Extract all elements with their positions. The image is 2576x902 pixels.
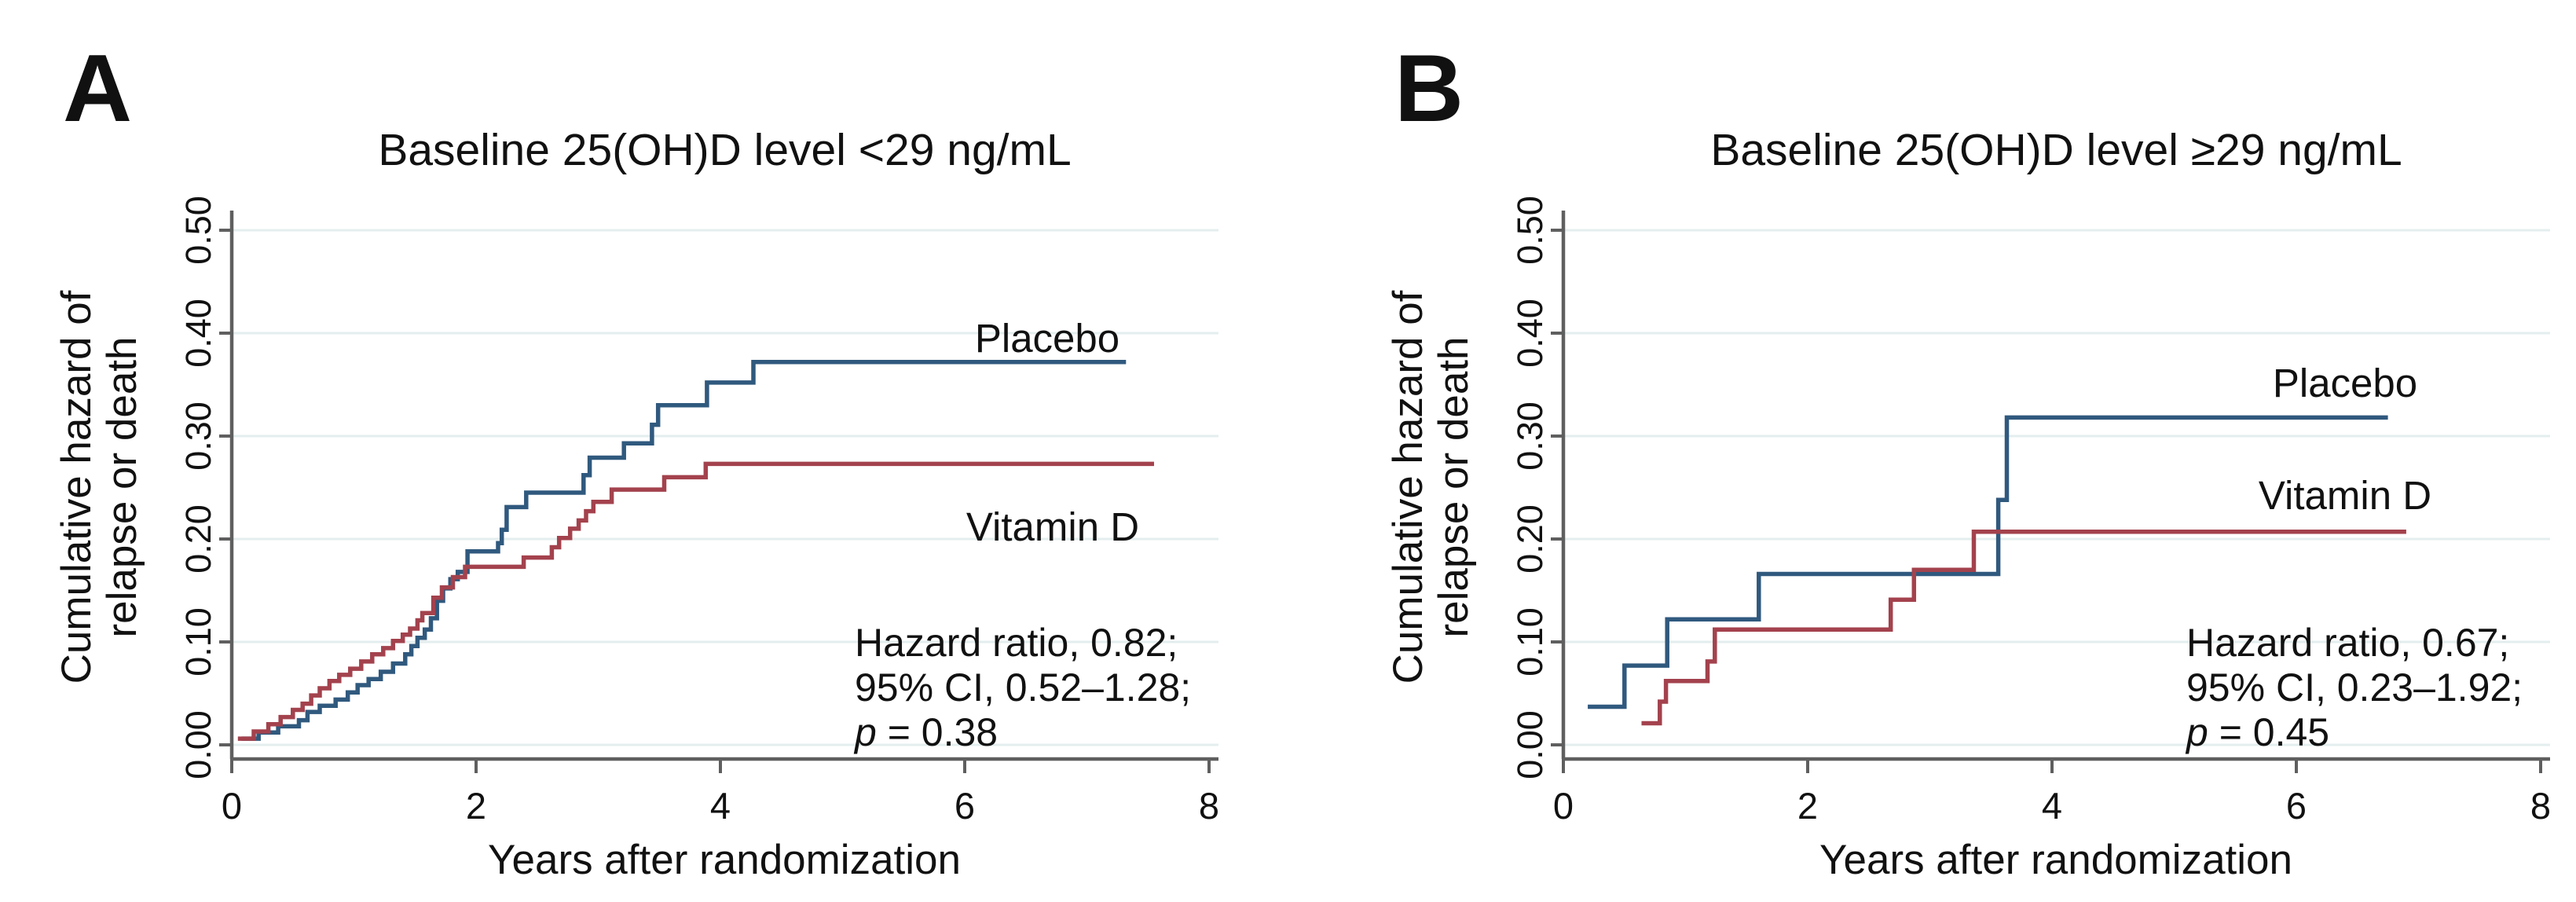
panel-a-stats-annotation: Hazard ratio, 0.82; 95% CI, 0.52–1.28; p…	[855, 621, 1191, 755]
panel-b-p-value-text: p = 0.45	[2186, 710, 2523, 755]
panel-b-placebo-curve	[1588, 415, 2388, 710]
panel-a-y-tick-label: 0.40	[178, 299, 218, 368]
panel-b-x-tick-label: 6	[2285, 785, 2307, 827]
panel-b-x-tick-label: 4	[2041, 785, 2063, 827]
panel-b-stats-annotation: Hazard ratio, 0.67; 95% CI, 0.23–1.92; p…	[2186, 621, 2523, 755]
panel-b-vitamin-d-curve-label: Vitamin D	[2258, 473, 2432, 518]
panel-a-p-symbol: p	[855, 710, 877, 754]
panel-a-letter: A	[63, 35, 134, 141]
panel-b-y-tick-label: 0.30	[1510, 402, 1550, 471]
panel-a-y-tick-label: 0.20	[178, 504, 218, 574]
panel-a-x-tick-label: 2	[465, 785, 487, 827]
panel-a-x-tick-label: 0	[221, 785, 243, 827]
panel-b-hazard-ratio-text: Hazard ratio, 0.67;	[2186, 621, 2510, 665]
panel-a-y-tick-label: 0.50	[178, 196, 218, 265]
panel-a-y-tick-label: 0.30	[178, 402, 218, 471]
panel-a-vitamin-d-curve	[237, 461, 1154, 741]
panel-a-x-tick-label: 4	[709, 785, 731, 827]
panel-b-ci-text: 95% CI, 0.23–1.92;	[2186, 666, 2523, 710]
panel-b-x-axis-title: Years after randomization	[1819, 837, 2292, 883]
panel-b-placebo-curve-label: Placebo	[2272, 361, 2418, 405]
panel-b-x-tick-label: 0	[1552, 785, 1574, 827]
panel-a-p-rest: = 0.38	[876, 710, 999, 754]
panel-a-x-axis-title: Years after randomization	[488, 837, 961, 883]
panel-b-y-tick-label: 0.40	[1510, 299, 1550, 368]
panel-b-y-tick-label: 0.50	[1510, 196, 1550, 265]
panel-b-p-symbol: p	[2186, 710, 2208, 754]
panel-a-hazard-ratio-text: Hazard ratio, 0.82;	[855, 621, 1178, 665]
panel-b-p-rest: = 0.45	[2208, 710, 2330, 754]
panel-b-vitamin-d-curve	[1641, 530, 2406, 726]
panel-a-x-tick-label: 8	[1198, 785, 1220, 827]
panel-a-placebo-curve-label: Placebo	[974, 316, 1120, 361]
panel-a-x-tick-label: 6	[954, 785, 976, 827]
panel-a-title: Baseline 25(OH)D level <29 ng/mL	[378, 125, 1072, 175]
panel-a-placebo-curve	[241, 359, 1127, 741]
panel-b-x-tick-label: 8	[2530, 785, 2552, 827]
panel-a-vitamin-d-curve-label: Vitamin D	[966, 504, 1140, 549]
panel-a-p-value-text: p = 0.38	[855, 710, 1191, 755]
panel-a-ci-text: 95% CI, 0.52–1.28;	[855, 666, 1192, 710]
panel-b-y-tick-label: 0.10	[1510, 607, 1550, 676]
panel-a-y-tick-label: 0.10	[178, 607, 218, 676]
panel-a-y-tick-label: 0.00	[178, 710, 218, 779]
panel-b-letter: B	[1394, 35, 1466, 141]
panel-b-x-tick-label: 2	[1797, 785, 1819, 827]
panel-b-y-tick-label: 0.00	[1510, 710, 1550, 779]
panel-b-title: Baseline 25(OH)D level ≥29 ng/mL	[1710, 125, 2402, 175]
panel-b-y-tick-label: 0.20	[1510, 504, 1550, 574]
